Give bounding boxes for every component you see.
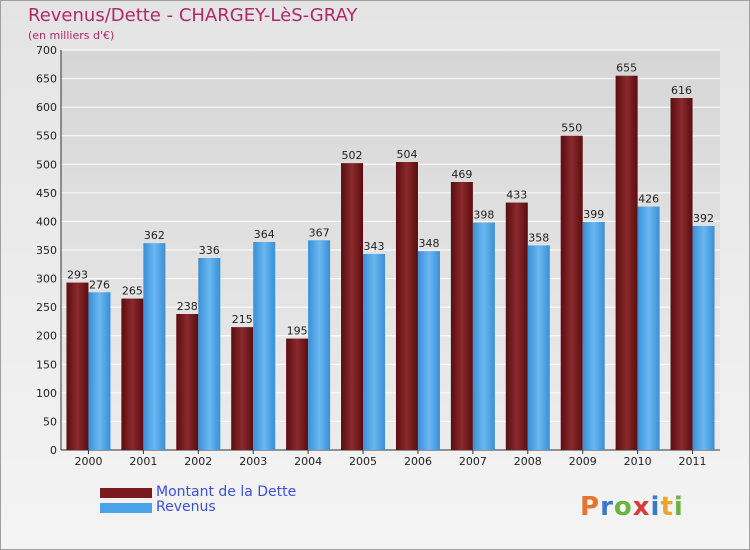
bar-revenus <box>582 222 605 450</box>
data-label-revenus: 399 <box>583 208 604 221</box>
data-label-dette: 265 <box>122 285 143 298</box>
data-label-dette: 238 <box>177 300 198 313</box>
bar-revenus <box>692 226 715 450</box>
logo-letter: r <box>600 492 614 522</box>
data-label-revenus: 367 <box>309 226 330 239</box>
bar-revenus <box>143 243 166 450</box>
data-label-revenus: 348 <box>418 237 439 250</box>
data-label-dette: 293 <box>67 269 88 282</box>
data-label-dette: 504 <box>396 148 417 161</box>
data-label-revenus: 364 <box>254 228 275 241</box>
bar-dette <box>121 298 144 450</box>
y-tick-label: 200 <box>36 330 57 343</box>
x-tick-label: 2009 <box>569 455 597 468</box>
bar-dette <box>231 327 254 450</box>
y-tick-label: 150 <box>36 358 57 371</box>
y-tick-label: 350 <box>36 244 57 257</box>
data-label-dette: 469 <box>451 168 472 181</box>
data-label-dette: 195 <box>287 325 308 338</box>
y-tick-label: 550 <box>36 130 57 143</box>
bar-dette <box>341 163 364 450</box>
x-tick-label: 2008 <box>514 455 542 468</box>
bar-revenus <box>472 222 495 450</box>
bar-revenus <box>417 251 440 450</box>
logo-letter: x <box>632 492 651 522</box>
data-label-revenus: 392 <box>693 212 714 225</box>
x-tick-label: 2006 <box>404 455 432 468</box>
x-tick-label: 2004 <box>294 455 322 468</box>
bar-revenus <box>253 242 276 450</box>
logo-letter: t <box>660 492 674 522</box>
logo-letter: P <box>580 492 601 522</box>
logo-letter: o <box>613 492 633 522</box>
logo-letter: i <box>650 492 661 522</box>
chart-title: Revenus/Dette - CHARGEY-LèS-GRAY <box>28 5 358 26</box>
data-label-dette: 215 <box>232 313 253 326</box>
data-label-revenus: 362 <box>144 229 165 242</box>
y-tick-label: 0 <box>50 444 57 457</box>
data-label-dette: 433 <box>506 189 527 202</box>
x-tick-label: 2000 <box>74 455 102 468</box>
y-tick-label: 500 <box>36 158 57 171</box>
bar-dette <box>286 338 309 450</box>
bar-revenus <box>363 254 386 450</box>
x-tick-label: 2002 <box>184 455 212 468</box>
y-tick-label: 400 <box>36 215 57 228</box>
bar-revenus <box>198 258 221 450</box>
logo-letter: i <box>673 492 684 522</box>
y-tick-label: 100 <box>36 387 57 400</box>
bar-revenus <box>527 245 550 450</box>
y-tick-label: 450 <box>36 187 57 200</box>
bar-dette <box>66 282 89 450</box>
bar-dette <box>670 98 693 450</box>
legend-label-dette: Montant de la Dette <box>156 484 297 500</box>
y-tick-label: 600 <box>36 101 57 114</box>
bar-dette <box>560 135 583 450</box>
bar-dette <box>176 314 199 450</box>
chart-subtitle: (en milliers d'€) <box>28 29 115 42</box>
y-tick-label: 650 <box>36 73 57 86</box>
data-label-dette: 550 <box>561 122 582 135</box>
data-label-revenus: 398 <box>473 209 494 222</box>
data-label-revenus: 358 <box>528 231 549 244</box>
x-tick-label: 2005 <box>349 455 377 468</box>
bar-revenus <box>637 206 660 450</box>
y-tick-label: 300 <box>36 273 57 286</box>
legend-label-revenus: Revenus <box>156 499 216 515</box>
y-tick-label: 250 <box>36 301 57 314</box>
y-tick-label: 50 <box>43 415 57 428</box>
data-label-dette: 655 <box>616 62 637 75</box>
data-label-revenus: 276 <box>89 278 110 291</box>
proxiti-logo: Proxiti <box>580 492 684 522</box>
bar-revenus <box>88 292 111 450</box>
data-label-dette: 616 <box>671 84 692 97</box>
bar-revenus <box>308 240 331 450</box>
x-tick-label: 2007 <box>459 455 487 468</box>
bar-dette <box>505 202 528 450</box>
bar-dette <box>450 182 473 450</box>
legend-swatch-revenus <box>100 503 152 513</box>
data-label-dette: 502 <box>342 149 363 162</box>
data-label-revenus: 343 <box>364 240 385 253</box>
y-tick-label: 700 <box>36 44 57 57</box>
x-tick-label: 2010 <box>624 455 652 468</box>
x-tick-label: 2001 <box>129 455 157 468</box>
bar-dette <box>395 162 418 450</box>
data-label-revenus: 336 <box>199 244 220 257</box>
x-tick-label: 2011 <box>679 455 707 468</box>
x-tick-label: 2003 <box>239 455 267 468</box>
data-label-revenus: 426 <box>638 193 659 206</box>
legend-swatch-dette <box>100 488 152 498</box>
bar-dette <box>615 75 638 450</box>
